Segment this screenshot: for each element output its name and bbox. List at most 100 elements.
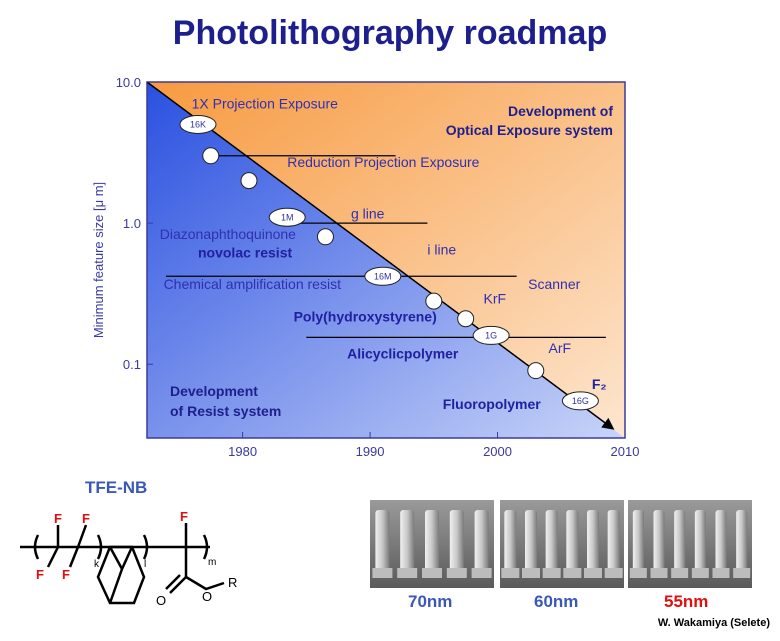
memory-node-label: 16G [572,396,589,406]
subscript-m: m [208,557,216,568]
sem-line-base [397,568,418,578]
data-point [527,362,545,380]
y-tick-label: 1.0 [123,216,141,231]
optical-region-label-0: Development of [508,103,613,119]
memory-node-1g [472,325,510,345]
sem-label-55nm: 55nm [664,592,709,611]
memory-node-label: 1M [281,212,294,222]
sem-line [715,510,727,572]
y-tick-label: 0.1 [123,357,141,372]
subscript-l: l [144,559,146,570]
resist-region-label-0: Development [170,383,258,399]
data-point [425,292,443,310]
data-point [316,228,334,246]
page-title: Photolithography roadmap [172,14,608,52]
annotation-3: Diazonaphthoquinone [160,226,296,242]
annotation-8: Scanner [528,276,580,292]
sem-line-base [563,568,582,578]
memory-node-16m [364,266,402,286]
atom-f-3: F [36,567,44,582]
sem-line-base [501,568,520,578]
sem-line [653,510,665,572]
sem-line-base [712,568,730,578]
annotation-4: novolac resist [198,245,292,261]
atom-f-1: F [54,511,62,526]
subscript-k: k [94,559,100,570]
sem-line-base [471,568,492,578]
sem-line [525,510,537,572]
memory-node-label: 16M [374,271,392,281]
credit-text: W. Wakamiya (Selete) [657,617,770,629]
annotation-0: 1X Projection Exposure [192,95,339,111]
structure-name: TFE-NB [85,478,148,497]
sem-line-base [446,568,467,578]
memory-node-16g [561,391,599,411]
sem-line [474,510,489,572]
sem-line-base [733,568,751,578]
data-point [240,172,258,190]
atom-f-2: F [82,511,90,526]
sem-line [736,510,748,572]
annotation-1: Reduction Projection Exposure [287,154,479,170]
annotation-7: KrF [484,290,507,306]
annotation-5: i line [427,241,456,257]
sem-label-70nm: 70nm [408,592,453,611]
sem-line-base [604,568,623,578]
optical-region-label-1: Optical Exposure system [446,122,613,138]
sem-line [566,510,579,572]
atom-o-carbonyl: O [156,593,166,608]
data-point [202,147,220,165]
sem-line [587,510,599,572]
sem-line [375,510,390,572]
memory-node-label: 1G [485,330,497,340]
memory-node-16k [179,114,217,134]
atom-f-5: F [180,509,188,524]
x-tick-label: 2000 [483,444,512,459]
x-tick-label: 1990 [356,444,385,459]
atom-r: R [228,575,237,590]
sem-line [632,510,644,572]
memory-node-label: 16K [190,119,206,129]
annotation-13: F₂ [592,376,607,392]
annotation-12: Fluoropolymer [443,396,542,412]
y-axis-label: Minimum feature size [μ m] [91,182,106,338]
sem-line-base [422,568,442,578]
plot-frame [146,81,626,439]
atom-o-ester: O [202,589,212,604]
resist-region-label-1: of Resist system [170,403,281,419]
sem-line-base [542,568,561,578]
data-point [457,310,475,328]
annotation-9: Poly(hydroxystyrene) [294,309,437,325]
sem-line [449,510,464,572]
x-tick-label: 2010 [611,444,640,459]
annotation-6: Chemical amplification resist [164,276,342,292]
x-tick-label: 1980 [228,444,257,459]
sem-line [694,510,706,572]
memory-node-1m [268,207,306,227]
sem-panel-60nm [500,500,624,588]
annotation-2: g line [351,205,385,221]
annotation-10: ArF [549,340,572,356]
y-tick-label: 10.0 [116,75,141,90]
sem-line-base [629,568,647,578]
sem-line-base [372,568,393,578]
tfe-nb-structure: F F F F F k l m O O R [20,509,237,608]
sem-line-base [691,568,709,578]
sem-line-base [584,568,602,578]
sem-line [400,510,415,572]
sem-label-60nm: 60nm [534,592,579,611]
sem-line [425,510,439,572]
sem-panel-55nm [628,500,752,588]
sem-line-base [522,568,540,578]
sem-line [504,510,517,572]
sem-line [545,510,558,572]
sem-line-base [671,568,689,578]
sem-images [370,500,752,588]
annotation-11: Alicyclicpolymer [347,345,459,361]
sem-labels: 70nm 60nm 55nm [370,592,755,616]
sem-line [674,510,686,572]
sem-line-base [650,568,668,578]
sem-line [607,510,620,572]
atom-f-4: F [62,567,70,582]
